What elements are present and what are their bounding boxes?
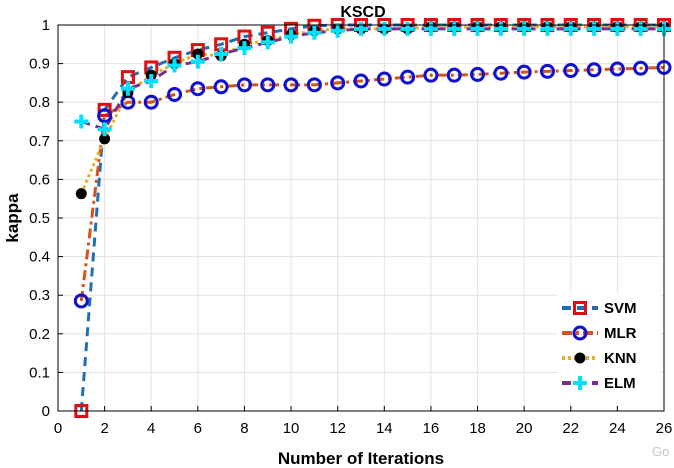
- point-elm-13: [354, 21, 368, 36]
- point-mlr-20: [516, 64, 532, 80]
- point-elm-9: [260, 35, 275, 50]
- x-tick-labels: 0 2 4 6 8 10 12 14 16 18 20 22 24 26: [54, 406, 673, 437]
- point-mlr-13: [353, 73, 369, 89]
- y-tick-label: 0.8: [29, 94, 50, 111]
- point-mlr-24: [609, 61, 625, 77]
- point-elm-23: [587, 21, 602, 36]
- y-tick-label: 0: [42, 403, 50, 420]
- y-tick-label: 0.6: [29, 171, 50, 188]
- point-elm-5: [167, 58, 182, 73]
- series-line-mlr: [79, 65, 665, 302]
- point-mlr-10: [283, 77, 299, 93]
- point-mlr-4: [143, 94, 159, 110]
- point-elm-14: [377, 21, 392, 36]
- point-elm-21: [540, 21, 555, 36]
- y-tick-label: 0.1: [29, 364, 50, 381]
- point-mlr-11: [306, 77, 322, 93]
- y-axis-title: kappa: [3, 193, 22, 243]
- legend-label-elm: ELM: [604, 375, 636, 392]
- x-tick-label: 18: [469, 420, 486, 437]
- x-tick-label: 8: [240, 420, 248, 437]
- point-elm-22: [563, 21, 578, 36]
- point-mlr-14: [376, 71, 392, 87]
- y-tick-label: 0.7: [29, 133, 50, 150]
- x-tick-label: 22: [562, 420, 579, 437]
- point-mlr-21: [539, 63, 555, 79]
- y-tick-labels: 0 0.1 0.2 0.3 0.4 0.5 0.6 0.7 0.8 0.9 1: [29, 17, 63, 420]
- point-mlr-16: [423, 67, 439, 83]
- point-elm-2: [97, 122, 112, 137]
- x-tick-label: 4: [147, 420, 155, 437]
- point-elm-8: [237, 41, 252, 56]
- point-mlr-8: [236, 77, 252, 93]
- point-mlr-5: [167, 86, 183, 102]
- point-elm-19: [493, 21, 508, 36]
- legend-marker-knn: [574, 352, 586, 364]
- point-mlr-17: [446, 67, 462, 83]
- x-tick-label: 6: [194, 420, 202, 437]
- point-elm-6: [190, 54, 205, 69]
- x-tick-label: 16: [423, 420, 440, 437]
- point-mlr-19: [493, 65, 509, 81]
- point-mlr-2: [97, 108, 113, 124]
- point-elm-24: [610, 21, 625, 36]
- point-mlr-25: [633, 60, 649, 76]
- x-tick-label: 2: [100, 420, 108, 437]
- legend-label-mlr: MLR: [604, 325, 637, 342]
- x-axis-title: Number of Iterations: [278, 449, 444, 468]
- watermark-text: Go: [652, 444, 669, 459]
- point-elm-20: [517, 21, 532, 36]
- x-tick-label: 14: [376, 420, 393, 437]
- legend-marker-elm: [573, 376, 587, 390]
- legend-marker-svm: [573, 301, 587, 315]
- point-elm-12: [330, 23, 345, 38]
- point-elm-1: [74, 114, 89, 129]
- legend: SVM MLR KNN ELM: [558, 294, 660, 402]
- point-elm-3: [120, 81, 135, 96]
- y-tick-label: 0.5: [29, 210, 50, 227]
- point-mlr-23: [586, 62, 602, 78]
- point-mlr-22: [563, 63, 579, 79]
- y-tick-label: 0.4: [29, 249, 50, 266]
- point-elm-17: [447, 21, 462, 36]
- point-elm-7: [214, 46, 229, 61]
- point-elm-18: [470, 21, 485, 36]
- point-mlr-15: [400, 69, 416, 85]
- point-mlr-7: [213, 79, 229, 95]
- point-elm-10: [284, 29, 299, 44]
- point-svm-2: [97, 102, 112, 117]
- x-tick-label: 26: [656, 420, 673, 437]
- x-tick-label: 0: [54, 420, 62, 437]
- point-mlr-6: [190, 81, 206, 97]
- point-elm-11: [307, 25, 322, 40]
- point-mlr-18: [470, 66, 486, 82]
- chart-title: KSCD: [340, 4, 385, 21]
- legend-label-knn: KNN: [604, 350, 637, 367]
- point-elm-16: [423, 21, 438, 36]
- y-tick-label: 1: [42, 17, 50, 34]
- x-tick-label: 12: [329, 420, 346, 437]
- point-elm-4: [144, 73, 159, 88]
- series-line-svm: [79, 23, 664, 412]
- y-tick-label: 0.2: [29, 326, 50, 343]
- y-tick-label: 0.9: [29, 56, 50, 73]
- point-knn-1: [75, 188, 87, 200]
- point-elm-25: [633, 21, 648, 36]
- x-tick-label: 20: [516, 420, 533, 437]
- x-tick-label: 24: [609, 420, 626, 437]
- point-mlr-12: [330, 75, 346, 91]
- series-line-elm: [80, 27, 664, 131]
- point-mlr-1: [73, 293, 89, 309]
- legend-marker-mlr: [572, 325, 588, 341]
- legend-label-svm: SVM: [604, 300, 637, 317]
- point-mlr-9: [260, 77, 276, 93]
- y-tick-label: 0.3: [29, 287, 50, 304]
- x-tick-label: 10: [283, 420, 300, 437]
- point-elm-15: [400, 21, 415, 36]
